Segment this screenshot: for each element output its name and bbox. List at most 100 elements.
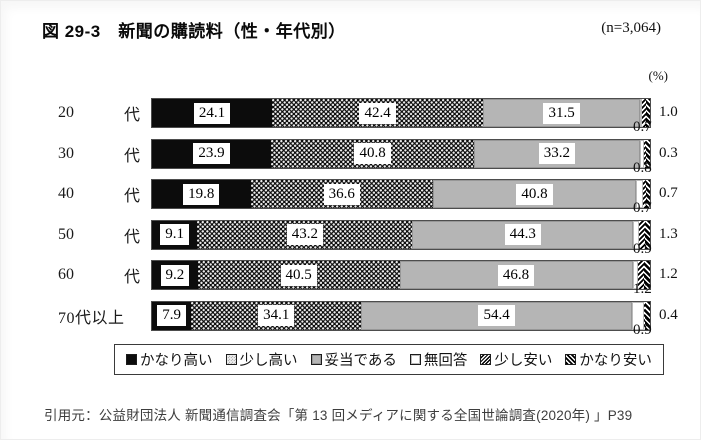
legend-item: かなり高い	[126, 349, 213, 370]
bar-segment-black-dots: 36.6	[250, 180, 433, 208]
chart-row: 50 代 9.1 43.2 44.3 1.3 0.9	[0, 215, 701, 257]
y-axis-label-text: 60	[58, 266, 74, 284]
stacked-bar: 24.1 42.4 31.5	[151, 98, 651, 128]
legend-label: かなり安い	[579, 353, 652, 369]
figure-title: 図 29-3 新聞の購読料（性・年代別）	[42, 22, 346, 41]
segment-value-label: 54.4	[478, 305, 515, 326]
segment-value-label: 33.2	[538, 143, 575, 164]
chart-row: 70代以上 7.9 34.1 54.4 0.4 0.9	[0, 296, 701, 338]
outside-value-label-right: 1.2	[659, 266, 678, 282]
bar-segment-dark-hatch	[645, 220, 650, 249]
legend-swatch-icon	[409, 354, 421, 365]
y-axis-label: 40 代	[58, 174, 140, 215]
bar-segment-solid-black: 23.9	[152, 139, 272, 168]
segment-value-label: 31.5	[543, 102, 580, 124]
bar-segment-white	[633, 220, 640, 249]
segment-value-label: 40.8	[516, 183, 553, 205]
bar-segment-gray: 40.8	[432, 180, 637, 208]
legend-swatch-icon	[310, 354, 322, 365]
chart-rows: 20 代 24.1 42.4 31.5 1.0 0.7 30 代 23.9 40.8 33.2 0.3 0…	[0, 93, 701, 338]
unit-label: (%)	[648, 68, 669, 83]
legend: かなり高い 少し高い 妥当である 無回答 少し安い かなり安い	[114, 344, 664, 375]
segment-value-label: 44.3	[504, 224, 541, 245]
y-axis-label-text: 代	[123, 228, 140, 246]
bar-segment-light-hatch	[643, 180, 647, 208]
legend-item: 妥当である	[310, 349, 397, 370]
legend-label: 少し安い	[494, 353, 553, 369]
y-axis-label-text: 70代以上	[58, 309, 125, 327]
bar-segment-dark-hatch	[644, 261, 650, 289]
segment-value-label: 19.8	[183, 183, 220, 205]
bar-segment-white	[636, 180, 643, 208]
legend-label: 妥当である	[324, 353, 397, 369]
legend-swatch-icon	[225, 354, 237, 365]
bar-segment-solid-black: 9.1	[152, 220, 198, 249]
stacked-bar: 7.9 34.1 54.4	[151, 300, 651, 331]
bar-segment-black-dots: 40.8	[271, 139, 475, 168]
segment-value-label: 42.4	[359, 102, 396, 124]
y-axis-label-text: 代	[123, 188, 140, 206]
y-axis-label: 20 代	[58, 93, 140, 134]
outside-value-label-right: 1.0	[659, 104, 678, 120]
bar-segment-light-hatch	[643, 301, 646, 330]
bar-segment-dark-hatch	[645, 301, 650, 330]
bar-segment-dark-hatch	[646, 180, 650, 208]
bar-segment-gray: 31.5	[483, 99, 641, 127]
outside-value-label-below: 0.8	[633, 159, 652, 176]
bar-segment-gray: 54.4	[361, 301, 633, 330]
bar-segment-gray: 33.2	[474, 139, 640, 168]
bar-segment-light-hatch	[641, 99, 647, 127]
outside-value-label-right: 0.3	[659, 144, 678, 161]
bar-segment-white	[640, 99, 642, 127]
bar-segment-solid-black: 9.2	[152, 261, 198, 289]
legend-item: かなり安い	[565, 349, 652, 370]
sample-size-label: (n=3,064)	[601, 20, 661, 36]
y-axis-label-text: 代	[123, 147, 140, 165]
chart-row: 40 代 19.8 36.6 40.8 0.7 0.7	[0, 174, 701, 216]
bar-segment-white	[639, 139, 645, 168]
bar-segment-black-dots: 40.5	[197, 261, 400, 289]
y-axis-label-text: 40	[58, 185, 74, 203]
bar-segment-gray: 44.3	[412, 220, 634, 249]
outside-value-label-below: 0.9	[633, 240, 652, 257]
outside-value-label-below: 0.7	[633, 200, 652, 216]
y-axis-label: 50 代	[58, 215, 140, 256]
bar-segment-light-hatch	[644, 139, 646, 168]
bar-segment-dark-hatch	[646, 99, 650, 127]
bar-segment-solid-black: 19.8	[152, 180, 251, 208]
y-axis-label-text: 代	[123, 107, 140, 125]
chart-row: 30 代 23.9 40.8 33.2 0.3 0.8	[0, 134, 701, 176]
stacked-bar: 9.2 40.5 46.8	[151, 260, 651, 290]
outside-value-label-right: 0.7	[659, 185, 678, 201]
segment-value-label: 24.1	[193, 102, 231, 124]
legend-item: 無回答	[409, 349, 468, 370]
bar-segment-solid-black: 24.1	[152, 99, 273, 127]
outside-value-label-below: 1.2	[633, 281, 652, 297]
segment-value-label: 23.9	[193, 143, 230, 164]
stacked-bar: 23.9 40.8 33.2	[151, 138, 651, 169]
outside-value-label-right: 1.3	[659, 225, 678, 242]
chart-row: 60 代 9.2 40.5 46.8 1.2 1.2	[0, 255, 701, 297]
y-axis-label-text: 30	[58, 144, 74, 162]
y-axis-label: 70代以上	[58, 296, 140, 337]
chart-row: 20 代 24.1 42.4 31.5 1.0 0.7	[0, 93, 701, 135]
segment-value-label: 9.2	[160, 264, 190, 286]
source-citation: 引用元：公益財団法人 新聞通信調査会「第 13 回メディアに関する全国世論調査(…	[44, 408, 633, 423]
bar-segment-white	[632, 261, 639, 289]
bar-segment-black-dots: 42.4	[272, 99, 484, 127]
legend-label: 少し高い	[239, 353, 298, 369]
legend-swatch-icon	[565, 354, 577, 365]
segment-value-label: 40.8	[354, 143, 391, 164]
segment-value-label: 36.6	[323, 183, 360, 205]
segment-value-label: 34.1	[258, 305, 295, 326]
legend-item: 少し安い	[480, 349, 552, 370]
y-axis-label-text: 代	[123, 269, 140, 287]
y-axis-label: 30 代	[58, 134, 140, 175]
bar-segment-white	[632, 301, 644, 330]
outside-value-label-below: 0.7	[633, 119, 652, 135]
bar-segment-solid-black: 7.9	[152, 301, 192, 330]
bar-segment-black-dots: 34.1	[191, 301, 362, 330]
legend-label: 無回答	[423, 353, 468, 369]
legend-item: 少し高い	[225, 349, 298, 370]
